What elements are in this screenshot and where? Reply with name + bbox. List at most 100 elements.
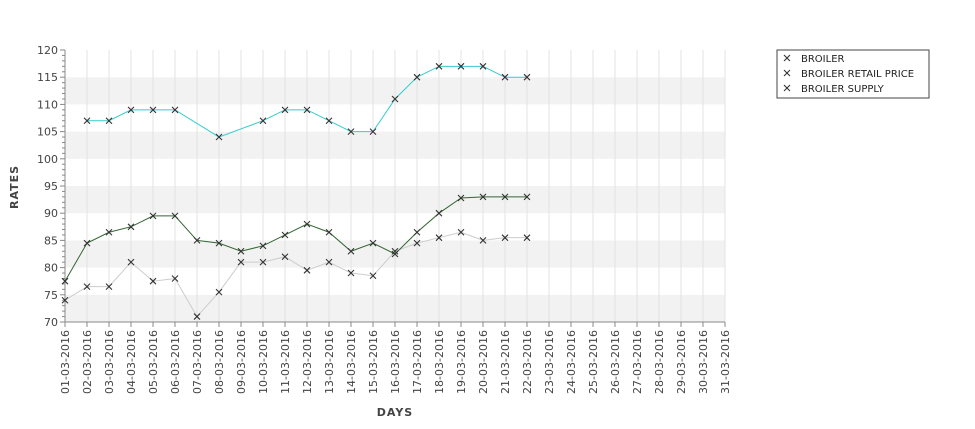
legend-label: BROILER SUPPLY bbox=[801, 84, 885, 95]
series-line bbox=[64, 231, 527, 318]
marker-stroke bbox=[149, 277, 157, 285]
x-tick-label: 19-03-2016 bbox=[455, 330, 468, 394]
marker-stroke bbox=[501, 73, 509, 81]
marker-stroke bbox=[783, 54, 791, 62]
x-tick-label: 02-03-2016 bbox=[81, 330, 94, 394]
marker-stroke bbox=[523, 234, 531, 242]
marker-stroke bbox=[215, 288, 223, 296]
x-tick-label: 20-03-2016 bbox=[477, 330, 490, 394]
marker-stroke bbox=[523, 193, 531, 201]
marker-stroke bbox=[237, 247, 245, 255]
marker-stroke bbox=[193, 313, 201, 320]
marker-stroke bbox=[127, 106, 135, 114]
marker-stroke bbox=[501, 234, 509, 242]
data-point bbox=[369, 272, 377, 280]
data-point bbox=[457, 228, 465, 236]
data-point bbox=[435, 209, 443, 217]
y-tick-label: 90 bbox=[44, 207, 58, 220]
marker-stroke bbox=[127, 223, 135, 231]
marker-stroke bbox=[783, 69, 791, 77]
marker-stroke bbox=[783, 84, 791, 92]
data-point bbox=[435, 62, 443, 70]
y-tick-label: 95 bbox=[44, 180, 58, 193]
x-tick-label: 17-03-2016 bbox=[411, 330, 424, 394]
marker-stroke bbox=[325, 117, 333, 125]
data-point bbox=[83, 239, 91, 247]
data-point bbox=[479, 237, 487, 244]
marker-stroke bbox=[215, 133, 223, 141]
x-tick-label: 23-03-2016 bbox=[543, 330, 556, 394]
data-point bbox=[369, 239, 377, 247]
x-tick-label: 09-03-2016 bbox=[235, 330, 248, 394]
x-tick-label: 13-03-2016 bbox=[323, 330, 336, 394]
marker-stroke bbox=[435, 234, 443, 242]
legend-label: BROILER RETAIL PRICE bbox=[801, 69, 914, 80]
marker-stroke bbox=[413, 228, 421, 236]
data-point bbox=[259, 242, 267, 250]
data-point bbox=[83, 117, 91, 125]
x-tick-label: 12-03-2016 bbox=[301, 330, 314, 394]
x-tick-label: 04-03-2016 bbox=[125, 330, 138, 394]
data-point bbox=[61, 277, 69, 285]
data-point bbox=[457, 194, 465, 202]
data-point bbox=[523, 73, 531, 81]
data-point bbox=[303, 220, 311, 228]
data-point bbox=[105, 228, 113, 236]
marker-stroke bbox=[457, 62, 465, 70]
data-point bbox=[259, 117, 267, 125]
marker-stroke bbox=[347, 128, 355, 135]
legend-label: BROILER bbox=[801, 54, 845, 65]
marker-stroke bbox=[281, 253, 289, 261]
x-axis-ticks: 01-03-2016 02-03-2016 03-03-2016 04-03-2016… bbox=[59, 322, 732, 394]
data-point bbox=[259, 258, 267, 266]
x-tick-label: 07-03-2016 bbox=[191, 330, 204, 394]
legend: BROILER BROILER RETAIL PRICE BROILER SUPPL… bbox=[776, 49, 930, 99]
marker-stroke bbox=[105, 283, 113, 291]
marker-stroke bbox=[149, 212, 157, 220]
marker-stroke bbox=[435, 62, 443, 70]
y-tick-label: 70 bbox=[44, 316, 58, 329]
data-point bbox=[105, 283, 113, 291]
x-tick-label: 18-03-2016 bbox=[433, 330, 446, 394]
data-point bbox=[171, 106, 179, 114]
marker-stroke bbox=[501, 193, 509, 201]
marker-stroke bbox=[325, 258, 333, 266]
x-tick-label: 15-03-2016 bbox=[367, 330, 380, 394]
marker-stroke bbox=[391, 247, 399, 255]
x-tick-label: 28-03-2016 bbox=[653, 330, 666, 394]
data-point bbox=[479, 62, 487, 70]
data-point bbox=[281, 106, 289, 114]
data-point bbox=[347, 128, 355, 135]
data-point bbox=[325, 258, 333, 266]
marker-stroke bbox=[83, 239, 91, 247]
marker-stroke bbox=[237, 258, 245, 266]
x-tick-label: 31-03-2016 bbox=[719, 330, 732, 394]
data-point bbox=[105, 117, 113, 125]
y-axis-title: RATES bbox=[8, 165, 21, 209]
data-point bbox=[479, 193, 487, 201]
marker-stroke bbox=[479, 62, 487, 70]
marker-stroke bbox=[391, 95, 399, 103]
x-tick-label: 24-03-2016 bbox=[565, 330, 578, 394]
data-point bbox=[325, 228, 333, 236]
data-point bbox=[501, 234, 509, 242]
legend-marker bbox=[783, 84, 791, 92]
marker-stroke bbox=[83, 117, 91, 125]
x-tick-label: 10-03-2016 bbox=[257, 330, 270, 394]
marker-stroke bbox=[369, 128, 377, 135]
data-point bbox=[237, 258, 245, 266]
data-point bbox=[171, 212, 179, 220]
data-point bbox=[457, 62, 465, 70]
marker-stroke bbox=[193, 237, 201, 244]
data-point bbox=[501, 193, 509, 201]
marker-stroke bbox=[303, 220, 311, 228]
marker-stroke bbox=[479, 237, 487, 244]
data-point bbox=[325, 117, 333, 125]
marker-stroke bbox=[259, 242, 267, 250]
data-point bbox=[501, 73, 509, 81]
x-tick-label: 03-03-2016 bbox=[103, 330, 116, 394]
y-tick-label: 110 bbox=[37, 98, 58, 111]
x-tick-label: 16-03-2016 bbox=[389, 330, 402, 394]
series-line bbox=[64, 196, 527, 282]
